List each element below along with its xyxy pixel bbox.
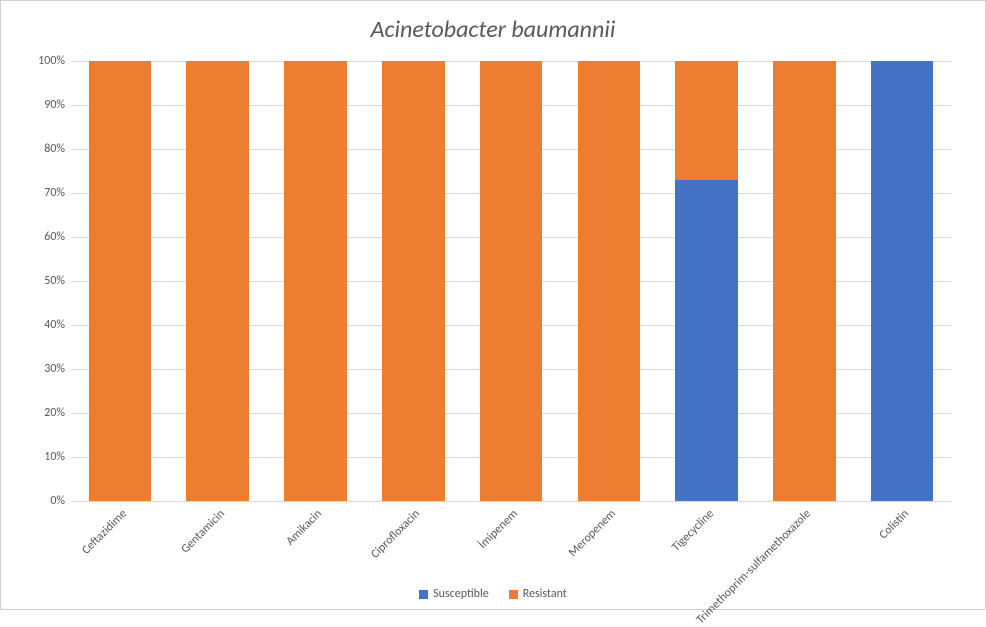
bar-group (267, 61, 365, 501)
bars-group (71, 61, 951, 501)
x-tick: Meropenem (560, 503, 658, 573)
y-axis: 0%10%20%30%40%50%60%70%80%90%100% (21, 61, 69, 501)
bar-group (658, 61, 756, 501)
bar-segment-susceptible (871, 61, 934, 501)
x-tick-label: Ciprofloxacin (369, 507, 424, 562)
bar (675, 61, 738, 501)
bar (480, 61, 543, 501)
legend-label-resistant: Resistant (523, 587, 567, 601)
bar-segment-resistant (382, 61, 445, 501)
y-tick-label: 90% (21, 98, 65, 112)
bar-group (462, 61, 560, 501)
x-tick: Ceftazidime (71, 503, 169, 573)
x-tick: Gentamicin (169, 503, 267, 573)
x-tick-label: Tigecycline (669, 507, 717, 555)
bar-segment-resistant (480, 61, 543, 501)
bar (186, 61, 249, 501)
legend-item-susceptible: Susceptible (419, 587, 489, 601)
chart-container: Acinetobacter baumannii 0% 10% 20% 30% 40% 50… (0, 0, 986, 610)
legend-item-resistant: Resistant (509, 587, 567, 601)
bar-segment-resistant (186, 61, 249, 501)
bar-segment-resistant (284, 61, 347, 501)
legend: Susceptible Resistant (1, 587, 985, 601)
legend-swatch-susceptible (419, 590, 428, 599)
x-tick-label: Ceftazidime (79, 507, 129, 557)
x-axis: Ceftazidime Gentamicin Amikacin Ciprofloxac… (71, 503, 951, 573)
bar (578, 61, 641, 501)
plot-area (71, 61, 951, 501)
y-tick-label: 10% (21, 450, 65, 464)
chart-title: Acinetobacter baumannii (1, 1, 985, 52)
x-tick: İmipenem (462, 503, 560, 573)
bar-group (755, 61, 853, 501)
x-tick-label: Meropenem (566, 507, 619, 560)
y-tick-label: 40% (21, 318, 65, 332)
x-tick: Colistin (853, 503, 951, 573)
x-tick: Trimethoprim-sulfamethoxazole (755, 503, 853, 573)
x-tick-label: İmipenem (476, 507, 521, 552)
bar (773, 61, 836, 501)
x-tick: Tigecycline (658, 503, 756, 573)
bar-segment-resistant (675, 61, 738, 180)
grid-line (71, 501, 951, 502)
bar-segment-resistant (773, 61, 836, 501)
legend-swatch-resistant (509, 590, 518, 599)
bar-segment-resistant (578, 61, 641, 501)
bar (89, 61, 152, 501)
bar-group (364, 61, 462, 501)
y-tick-label: 60% (21, 230, 65, 244)
x-tick: Ciprofloxacin (364, 503, 462, 573)
x-tick-label: Amikacin (284, 507, 325, 548)
y-tick-label: 50% (21, 274, 65, 288)
bar-segment-susceptible (675, 180, 738, 501)
bar (382, 61, 445, 501)
y-tick-label: 80% (21, 142, 65, 156)
bar-group (169, 61, 267, 501)
y-tick-label: 20% (21, 406, 65, 420)
bar-group (853, 61, 951, 501)
x-tick: Amikacin (267, 503, 365, 573)
bar (284, 61, 347, 501)
y-tick-label: 30% (21, 362, 65, 376)
bar (871, 61, 934, 501)
y-tick-label: 0% (21, 494, 65, 508)
y-tick-label: 70% (21, 186, 65, 200)
legend-label-susceptible: Susceptible (433, 587, 489, 601)
bar-group (71, 61, 169, 501)
x-tick-label: Colistin (877, 507, 912, 542)
x-tick-label: Gentamicin (178, 507, 227, 556)
y-tick-label: 100% (21, 54, 65, 68)
bar-group (560, 61, 658, 501)
bar-segment-resistant (89, 61, 152, 501)
